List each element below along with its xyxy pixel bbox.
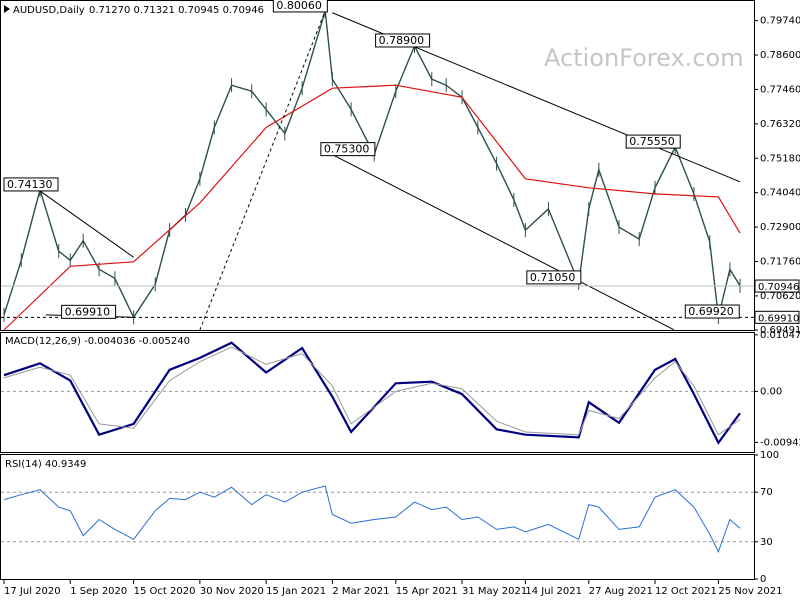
level-label-box <box>625 134 681 149</box>
date-tick-label: 14 Jul 2021 <box>525 586 582 597</box>
date-tick-label: 15 Oct 2020 <box>134 586 196 597</box>
price-tick-label: 0.78600 <box>760 50 800 61</box>
macd-tick-label: 0.00 <box>760 386 782 397</box>
trendline-3 <box>38 189 134 258</box>
last-price-label: 0.70946 <box>758 282 799 293</box>
price-header: AUDUSD,Daily 0.71270 0.71321 0.70945 0.7… <box>4 5 264 16</box>
date-tick-label: 30 Nov 2020 <box>200 586 264 597</box>
price-panel-frame <box>0 0 755 331</box>
level-label: 0.71050 <box>530 271 576 284</box>
level-label-box <box>526 270 582 285</box>
level-label-box <box>320 142 376 157</box>
price-tick-label: 0.72900 <box>760 222 800 233</box>
rsi-line <box>3 485 741 553</box>
level-label: 0.78900 <box>379 34 425 47</box>
price-tick-label: 0.71760 <box>760 256 800 267</box>
level-label: 0.69910 <box>65 305 111 318</box>
price-tick-label: 0.74040 <box>760 188 800 199</box>
price-symbol: AUDUSD,Daily <box>13 5 85 16</box>
level-label: 0.69920 <box>688 305 734 318</box>
date-tick-label: 25 Nov 2021 <box>718 586 782 597</box>
watermark-text: ActionForex.com <box>544 44 744 72</box>
date-tick-label: 17 Jul 2020 <box>4 586 61 597</box>
last-price-badge <box>754 279 800 293</box>
rsi-tick-label: 30 <box>760 537 773 548</box>
macd-title: MACD(12,26,9) -0.004036 -0.005240 <box>5 336 190 347</box>
macd-tick-label: -0.009426 <box>760 437 800 448</box>
rsi-tick-label: 0 <box>760 574 766 585</box>
price-tick-label: 0.79740 <box>760 16 800 27</box>
level-label-box <box>272 0 328 13</box>
level-label: 0.75300 <box>324 143 370 156</box>
rsi-panel-frame <box>0 454 755 580</box>
trendline-2 <box>332 154 674 331</box>
date-tick-label: 15 Apr 2021 <box>396 586 458 597</box>
level-label-box <box>684 304 740 319</box>
macd-line <box>3 341 741 445</box>
date-tick-label: 27 Aug 2021 <box>589 586 653 597</box>
price-tick-label: 0.70620 <box>760 291 800 302</box>
axes: 0.79740 0.78600 0.77460 0.76320 0.75180 0.740… <box>3 16 800 597</box>
level-label-box <box>375 33 431 48</box>
moving-average-line <box>3 84 741 331</box>
level-label-box <box>61 304 117 319</box>
date-tick-label: 31 May 2021 <box>462 586 527 597</box>
level-label: 0.75550 <box>629 135 675 148</box>
level-label-box <box>3 177 59 192</box>
macd-plot <box>1 341 754 445</box>
price-tick-label: 0.76320 <box>760 119 800 130</box>
level-label: 0.74130 <box>7 178 53 191</box>
price-ohlc: 0.71270 0.71321 0.70945 0.70946 <box>89 5 264 16</box>
macd-signal-line <box>3 346 741 436</box>
rsi-title: RSI(14) 40.9349 <box>5 459 86 470</box>
price-tick-label: 0.75180 <box>760 153 800 164</box>
rsi-tick-label: 100 <box>760 450 779 461</box>
support-label: 0.69910 <box>758 313 799 324</box>
rsi-tick-label: 70 <box>760 487 773 498</box>
price-plot: 0.80060 0.78900 0.74130 0.75300 0.75550 0.710… <box>1 0 754 331</box>
macd-panel-frame <box>0 332 755 453</box>
date-tick-label: 1 Sep 2020 <box>70 586 127 597</box>
level-label: 0.80060 <box>276 0 322 12</box>
panel-frames <box>0 0 755 580</box>
price-tick-label: 0.69491 <box>760 325 800 336</box>
date-tick-label: 2 Mar 2021 <box>332 586 389 597</box>
date-tick-label: 12 Oct 2021 <box>655 586 717 597</box>
macd-tick-label: 0.010472 <box>760 330 800 341</box>
collapse-arrow-icon <box>4 5 10 13</box>
support-badge <box>754 310 800 324</box>
price-tick-label: 0.77460 <box>760 84 800 95</box>
date-tick-label: 15 Jan 2021 <box>266 586 326 597</box>
rsi-plot <box>1 485 754 553</box>
